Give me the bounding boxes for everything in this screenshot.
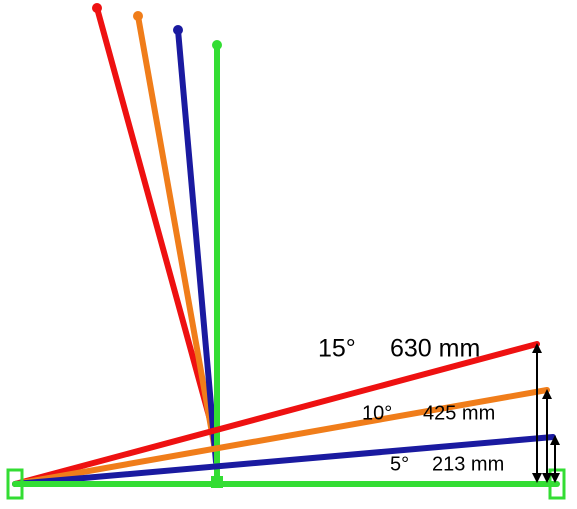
height-label: 630 mm [390, 335, 480, 363]
joint [211, 476, 223, 488]
height-label: 213 mm [432, 453, 504, 475]
rod-blue-upper [175, 27, 219, 465]
tip [92, 3, 102, 13]
rod-orange [12, 387, 550, 487]
rod-orange-upper [135, 13, 218, 453]
rods [6, 3, 566, 500]
tip [212, 40, 222, 50]
height-arrows [532, 343, 560, 483]
support-left [6, 468, 24, 500]
angle-label: 5° [390, 453, 409, 475]
height-label: 425 mm [423, 402, 495, 424]
rod-red [12, 341, 540, 487]
angle-label: 15° [318, 335, 356, 363]
angle-label: 10° [362, 402, 392, 424]
tip [133, 11, 143, 21]
rod-red-upper [94, 5, 218, 441]
rod-blue [12, 434, 556, 487]
tip [173, 25, 183, 35]
